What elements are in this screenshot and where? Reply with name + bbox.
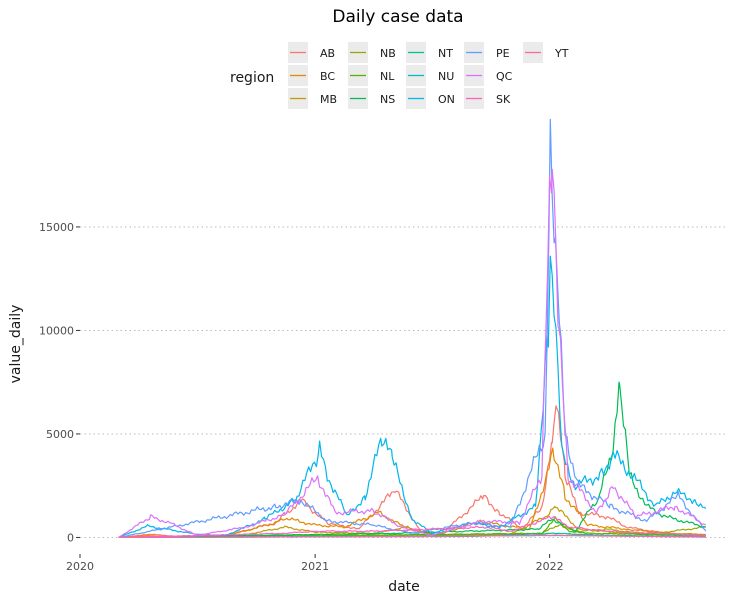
y-tick-label: 0 xyxy=(67,531,74,544)
legend-label-sk: SK xyxy=(496,93,511,106)
y-tick-label: 15000 xyxy=(39,221,74,234)
legend-title: region xyxy=(230,70,274,86)
legend-label-nt: NT xyxy=(438,47,453,60)
legend-label-yt: YT xyxy=(554,47,569,60)
legend-label-nb: NB xyxy=(380,47,396,60)
series-line-sk xyxy=(118,515,706,538)
chart-title: Daily case data xyxy=(332,7,463,27)
axes: 0 5000 10000 15000 2020 2021 2022 xyxy=(39,221,564,573)
y-tick-label: 5000 xyxy=(46,428,74,441)
legend-label-nu: NU xyxy=(438,70,454,83)
series-layer xyxy=(118,118,707,538)
y-tick-label: 10000 xyxy=(39,324,74,337)
x-tick-label: 2022 xyxy=(536,560,564,573)
legend-label-on: ON xyxy=(438,93,455,106)
x-axis-title: date xyxy=(388,579,420,595)
x-tick-label: 2020 xyxy=(66,560,94,573)
legend-label-pe: PE xyxy=(496,47,510,60)
legend-label-nl: NL xyxy=(380,70,395,83)
legend: region AB BC MB NB NL NS NT NU ON PE QC SK YT xyxy=(230,42,569,109)
legend-label-qc: QC xyxy=(496,70,513,83)
x-tick-label: 2021 xyxy=(301,560,329,573)
y-axis-title: value_daily xyxy=(8,305,24,384)
series-line-pe xyxy=(118,118,707,538)
legend-label-ns: NS xyxy=(380,93,395,106)
legend-label-bc: BC xyxy=(320,70,335,83)
legend-label-mb: MB xyxy=(320,93,337,106)
series-line-qc xyxy=(118,168,707,538)
series-line-yt xyxy=(118,534,706,538)
legend-label-ab: AB xyxy=(320,47,335,60)
